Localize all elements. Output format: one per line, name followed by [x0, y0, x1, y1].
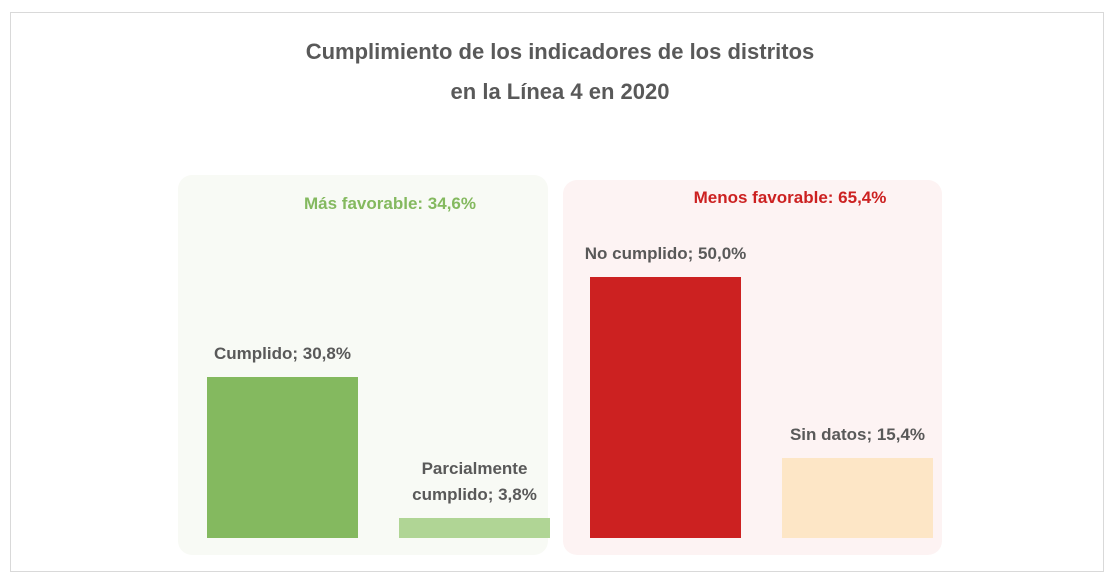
bar — [590, 277, 741, 538]
bar — [782, 457, 933, 538]
bar — [399, 518, 550, 538]
data-label: No cumplido; 50,0% — [584, 244, 747, 263]
data-label: Cumplido; 30,8% — [214, 344, 351, 364]
group-label: Más favorable: 34,6% — [304, 194, 476, 213]
data-label: Sin datos; 15,4% — [789, 424, 926, 444]
bar — [207, 377, 358, 538]
data-label: Parcialmente cumplido; 3,8% — [412, 459, 537, 505]
chart-title: Cumplimiento de los indicadores de los d… — [305, 39, 815, 104]
group-label: Menos favorable: 65,4% — [693, 188, 887, 207]
